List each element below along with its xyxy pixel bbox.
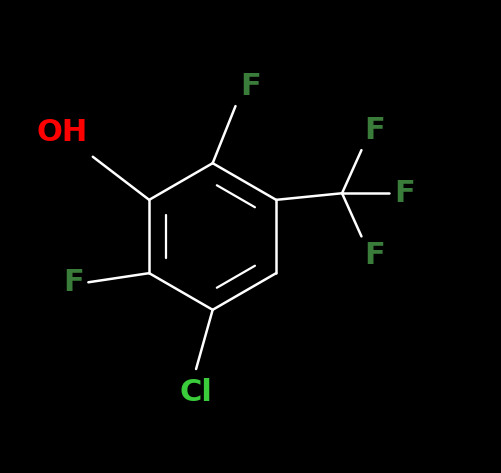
Text: F: F [240, 72, 261, 101]
Text: F: F [63, 268, 84, 297]
Text: F: F [394, 179, 415, 208]
Text: F: F [364, 116, 385, 145]
Text: F: F [364, 241, 385, 270]
Text: Cl: Cl [180, 378, 212, 407]
Text: OH: OH [37, 118, 88, 147]
